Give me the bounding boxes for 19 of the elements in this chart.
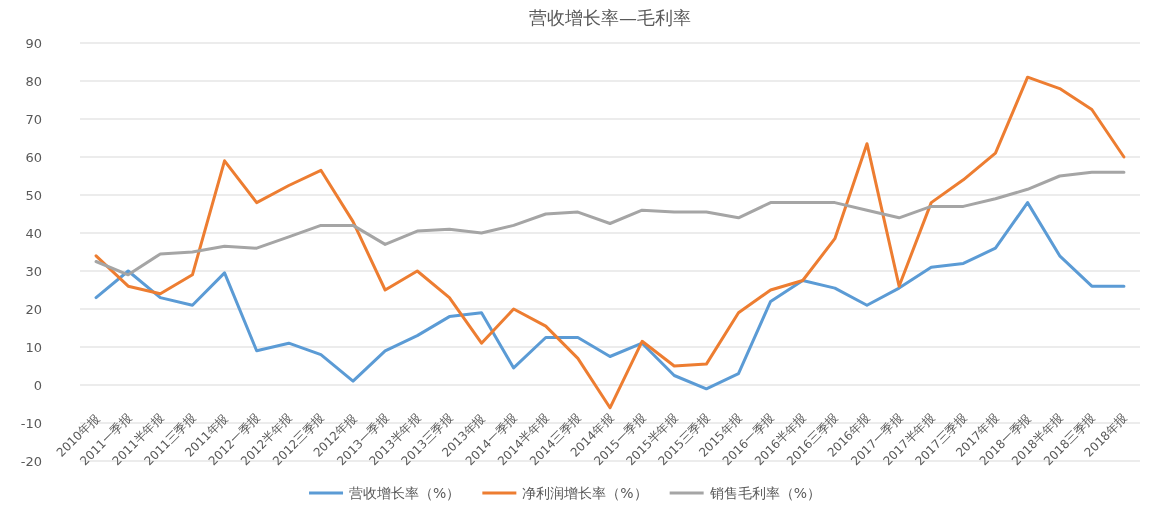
y-tick-label: -20 <box>20 454 42 469</box>
y-tick-label: 30 <box>25 264 42 279</box>
legend-label: 销售毛利率（%） <box>708 485 821 501</box>
y-tick-label: 60 <box>25 150 42 165</box>
y-tick-label: 40 <box>25 226 42 241</box>
y-tick-label: -10 <box>20 416 42 431</box>
legend-label: 营收增长率（%） <box>349 485 461 501</box>
y-tick-label: 20 <box>25 302 42 317</box>
y-tick-label: 70 <box>25 112 42 127</box>
line-series <box>94 201 1126 391</box>
y-tick-label: 0 <box>33 378 42 393</box>
y-tick-label: 10 <box>25 340 42 355</box>
legend-label: 净利润增长率（%） <box>522 485 648 501</box>
y-tick-label: 80 <box>25 74 42 89</box>
chart-title: 营收增长率—毛利率 <box>529 7 691 28</box>
line-series <box>94 170 1126 277</box>
line-series <box>94 75 1126 410</box>
y-tick-label: 50 <box>25 188 42 203</box>
y-tick-label: 90 <box>25 36 42 51</box>
